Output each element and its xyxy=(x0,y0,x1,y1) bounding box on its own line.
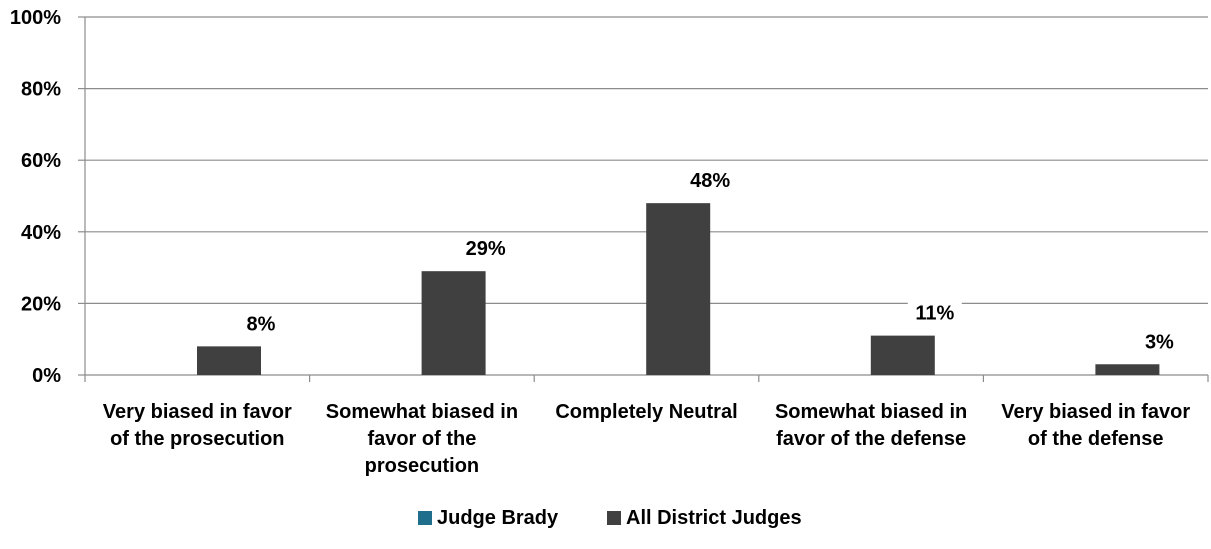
bar xyxy=(197,346,261,375)
bar xyxy=(870,335,935,375)
data-label-bg xyxy=(907,297,962,328)
category-label-line: Very biased in favor xyxy=(1001,401,1190,423)
category-label: Very biased in favor of the defense xyxy=(1001,401,1190,450)
y-tick-label: 0% xyxy=(32,365,61,387)
category-label-line: of the prosecution xyxy=(110,428,284,450)
category-label: Somewhat biased in favor of the prosecutio… xyxy=(326,401,518,477)
legend-label: Judge Brady xyxy=(437,507,559,529)
category-label: Somewhat biased in favor of the defense xyxy=(775,401,967,450)
data-label-bg xyxy=(458,233,513,264)
data-label: 3% xyxy=(1145,331,1174,353)
category-label: Completely Neutral xyxy=(555,401,737,423)
data-label-bg xyxy=(234,308,288,339)
y-tick-label: 100% xyxy=(10,7,61,29)
bar xyxy=(421,271,486,375)
category-label-line: favor of the xyxy=(367,428,476,450)
category-label-line: of the defense xyxy=(1028,428,1164,450)
category-label: Very biased in favor of the prosecution xyxy=(103,401,292,450)
category-label-line: Completely Neutral xyxy=(555,401,737,423)
bar xyxy=(646,203,711,375)
bar xyxy=(1095,364,1160,375)
legend-swatch xyxy=(607,511,621,525)
y-tick-label: 60% xyxy=(21,150,61,172)
category-label-line: Somewhat biased in xyxy=(326,401,518,423)
data-label: 48% xyxy=(690,170,730,192)
legend-swatch xyxy=(418,511,432,525)
data-label-bg xyxy=(683,165,738,196)
y-tick-label: 80% xyxy=(21,79,61,101)
category-label-line: Very biased in favor xyxy=(103,401,292,423)
data-label: 8% xyxy=(247,313,276,335)
data-label: 11% xyxy=(915,303,954,325)
category-label-line: Somewhat biased in xyxy=(775,401,967,423)
data-label-bg xyxy=(1132,326,1187,357)
category-label-line: favor of the defense xyxy=(776,428,966,450)
y-tick-label: 20% xyxy=(21,293,61,315)
legend-label: All District Judges xyxy=(626,507,802,529)
category-label-line: prosecution xyxy=(365,455,479,477)
data-label: 29% xyxy=(466,238,506,260)
y-tick-label: 40% xyxy=(21,222,61,244)
